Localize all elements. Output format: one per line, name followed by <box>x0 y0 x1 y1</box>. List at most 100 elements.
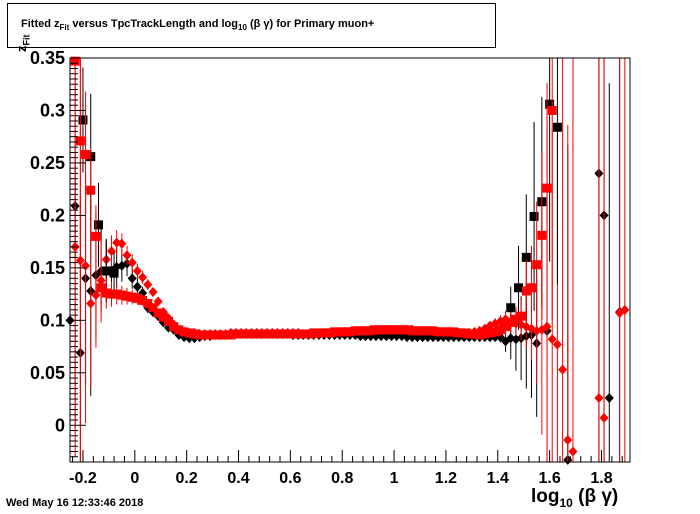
plot-frame <box>69 57 631 463</box>
data-point-diamond <box>148 287 158 298</box>
data-point-square <box>246 329 256 339</box>
y-tick-label: 0.35 <box>30 48 65 68</box>
data-point-square <box>350 326 360 336</box>
data-point-square <box>122 291 132 301</box>
data-point-square <box>112 289 122 299</box>
data-point-square <box>376 325 386 335</box>
data-point-square <box>516 311 526 321</box>
data-point-square <box>521 252 531 262</box>
data-point-square <box>511 314 521 324</box>
data-point-square <box>174 325 184 335</box>
data-point-square <box>288 329 298 339</box>
data-point-square <box>236 329 246 339</box>
data-point-square <box>475 330 485 340</box>
data-point-square <box>381 325 391 335</box>
data-point-square <box>101 288 111 298</box>
data-point-diamond <box>563 434 573 445</box>
y-tick-label: 0.15 <box>30 258 65 278</box>
x-tick-label: 0.6 <box>279 470 301 487</box>
y-tick-label: 0 <box>55 415 65 435</box>
data-point-square <box>366 326 376 336</box>
data-point-square <box>215 330 225 340</box>
data-point-square <box>127 292 137 302</box>
data-point-square <box>169 322 179 332</box>
data-point-diamond <box>127 257 137 268</box>
data-point-diamond <box>599 412 609 423</box>
data-point-square <box>397 325 407 335</box>
data-point-diamond <box>143 279 153 290</box>
data-point-square <box>423 326 433 336</box>
data-point-square <box>345 327 355 337</box>
data-point-diamond <box>132 281 142 292</box>
data-point-square <box>91 231 101 241</box>
data-point-square <box>272 329 282 339</box>
data-point-square <box>454 328 464 338</box>
data-point-square <box>371 325 381 335</box>
data-point-diamond <box>122 250 132 261</box>
data-point-square <box>210 330 220 340</box>
x-tick-label: 1.6 <box>539 470 561 487</box>
data-point-square <box>438 327 448 337</box>
data-point-diamond <box>594 392 604 403</box>
y-axis-label: zFit <box>14 34 32 53</box>
data-point-square <box>262 329 272 339</box>
data-point-square <box>526 283 536 293</box>
data-point-square <box>164 316 174 326</box>
x-tick-label: -0.2 <box>69 470 97 487</box>
data-point-square <box>506 317 516 327</box>
data-point-square <box>293 329 303 339</box>
data-point-square <box>86 185 96 195</box>
data-point-square <box>179 327 189 337</box>
data-point-diamond <box>117 238 127 249</box>
data-point-square <box>94 220 104 230</box>
data-point-square <box>418 326 428 336</box>
x-tick-label: 1.4 <box>487 470 509 487</box>
data-point-square <box>70 56 80 66</box>
data-point-diamond <box>132 266 142 277</box>
data-markers <box>65 56 630 465</box>
data-point-diamond <box>620 304 630 315</box>
y-tick-label: 0.25 <box>30 153 65 173</box>
data-point-diamond <box>91 290 101 301</box>
data-point-square <box>158 312 168 322</box>
data-point-square <box>532 260 542 270</box>
data-point-square <box>552 122 562 132</box>
data-point-diamond <box>542 321 552 332</box>
data-point-diamond <box>106 246 116 257</box>
data-point-square <box>189 329 199 339</box>
data-point-square <box>469 329 479 339</box>
y-tick-label: 0.3 <box>40 100 65 120</box>
data-point-square <box>226 330 236 340</box>
data-point-square <box>542 183 552 193</box>
data-point-square <box>324 328 334 338</box>
data-point-square <box>449 327 459 337</box>
data-point-square <box>283 329 293 339</box>
data-point-square <box>361 326 371 336</box>
data-point-square <box>143 299 153 309</box>
axes: -0.2 0 0.2 0.4 0.6 0.8 1 1.2 1.4 1.6 1.8 0 0.05 0.1 0.… <box>30 48 631 487</box>
data-point-square <box>314 328 324 338</box>
data-point-square <box>298 329 308 339</box>
y-tick-label: 0.05 <box>30 363 65 383</box>
data-point-square <box>514 283 524 293</box>
data-point-square <box>433 327 443 337</box>
data-point-square <box>521 286 531 296</box>
x-tick-label: 0.8 <box>331 470 353 487</box>
data-point-square <box>464 329 474 339</box>
data-point-square <box>480 329 490 339</box>
data-point-square <box>200 330 210 340</box>
x-tick-label: 1.2 <box>435 470 457 487</box>
data-point-diamond <box>552 339 562 350</box>
data-point-square <box>148 303 158 313</box>
data-point-square <box>96 283 106 293</box>
data-point-square <box>117 290 127 300</box>
chart-title: Fitted zFit versus TpcTrackLength and lo… <box>21 18 375 33</box>
data-point-square <box>231 329 241 339</box>
data-point-square <box>485 328 495 338</box>
data-point-square <box>75 136 85 146</box>
data-point-square <box>195 330 205 340</box>
data-point-square <box>309 328 319 338</box>
data-point-square <box>319 328 329 338</box>
x-tick-label: 0.2 <box>176 470 198 487</box>
data-point-square <box>109 268 119 278</box>
